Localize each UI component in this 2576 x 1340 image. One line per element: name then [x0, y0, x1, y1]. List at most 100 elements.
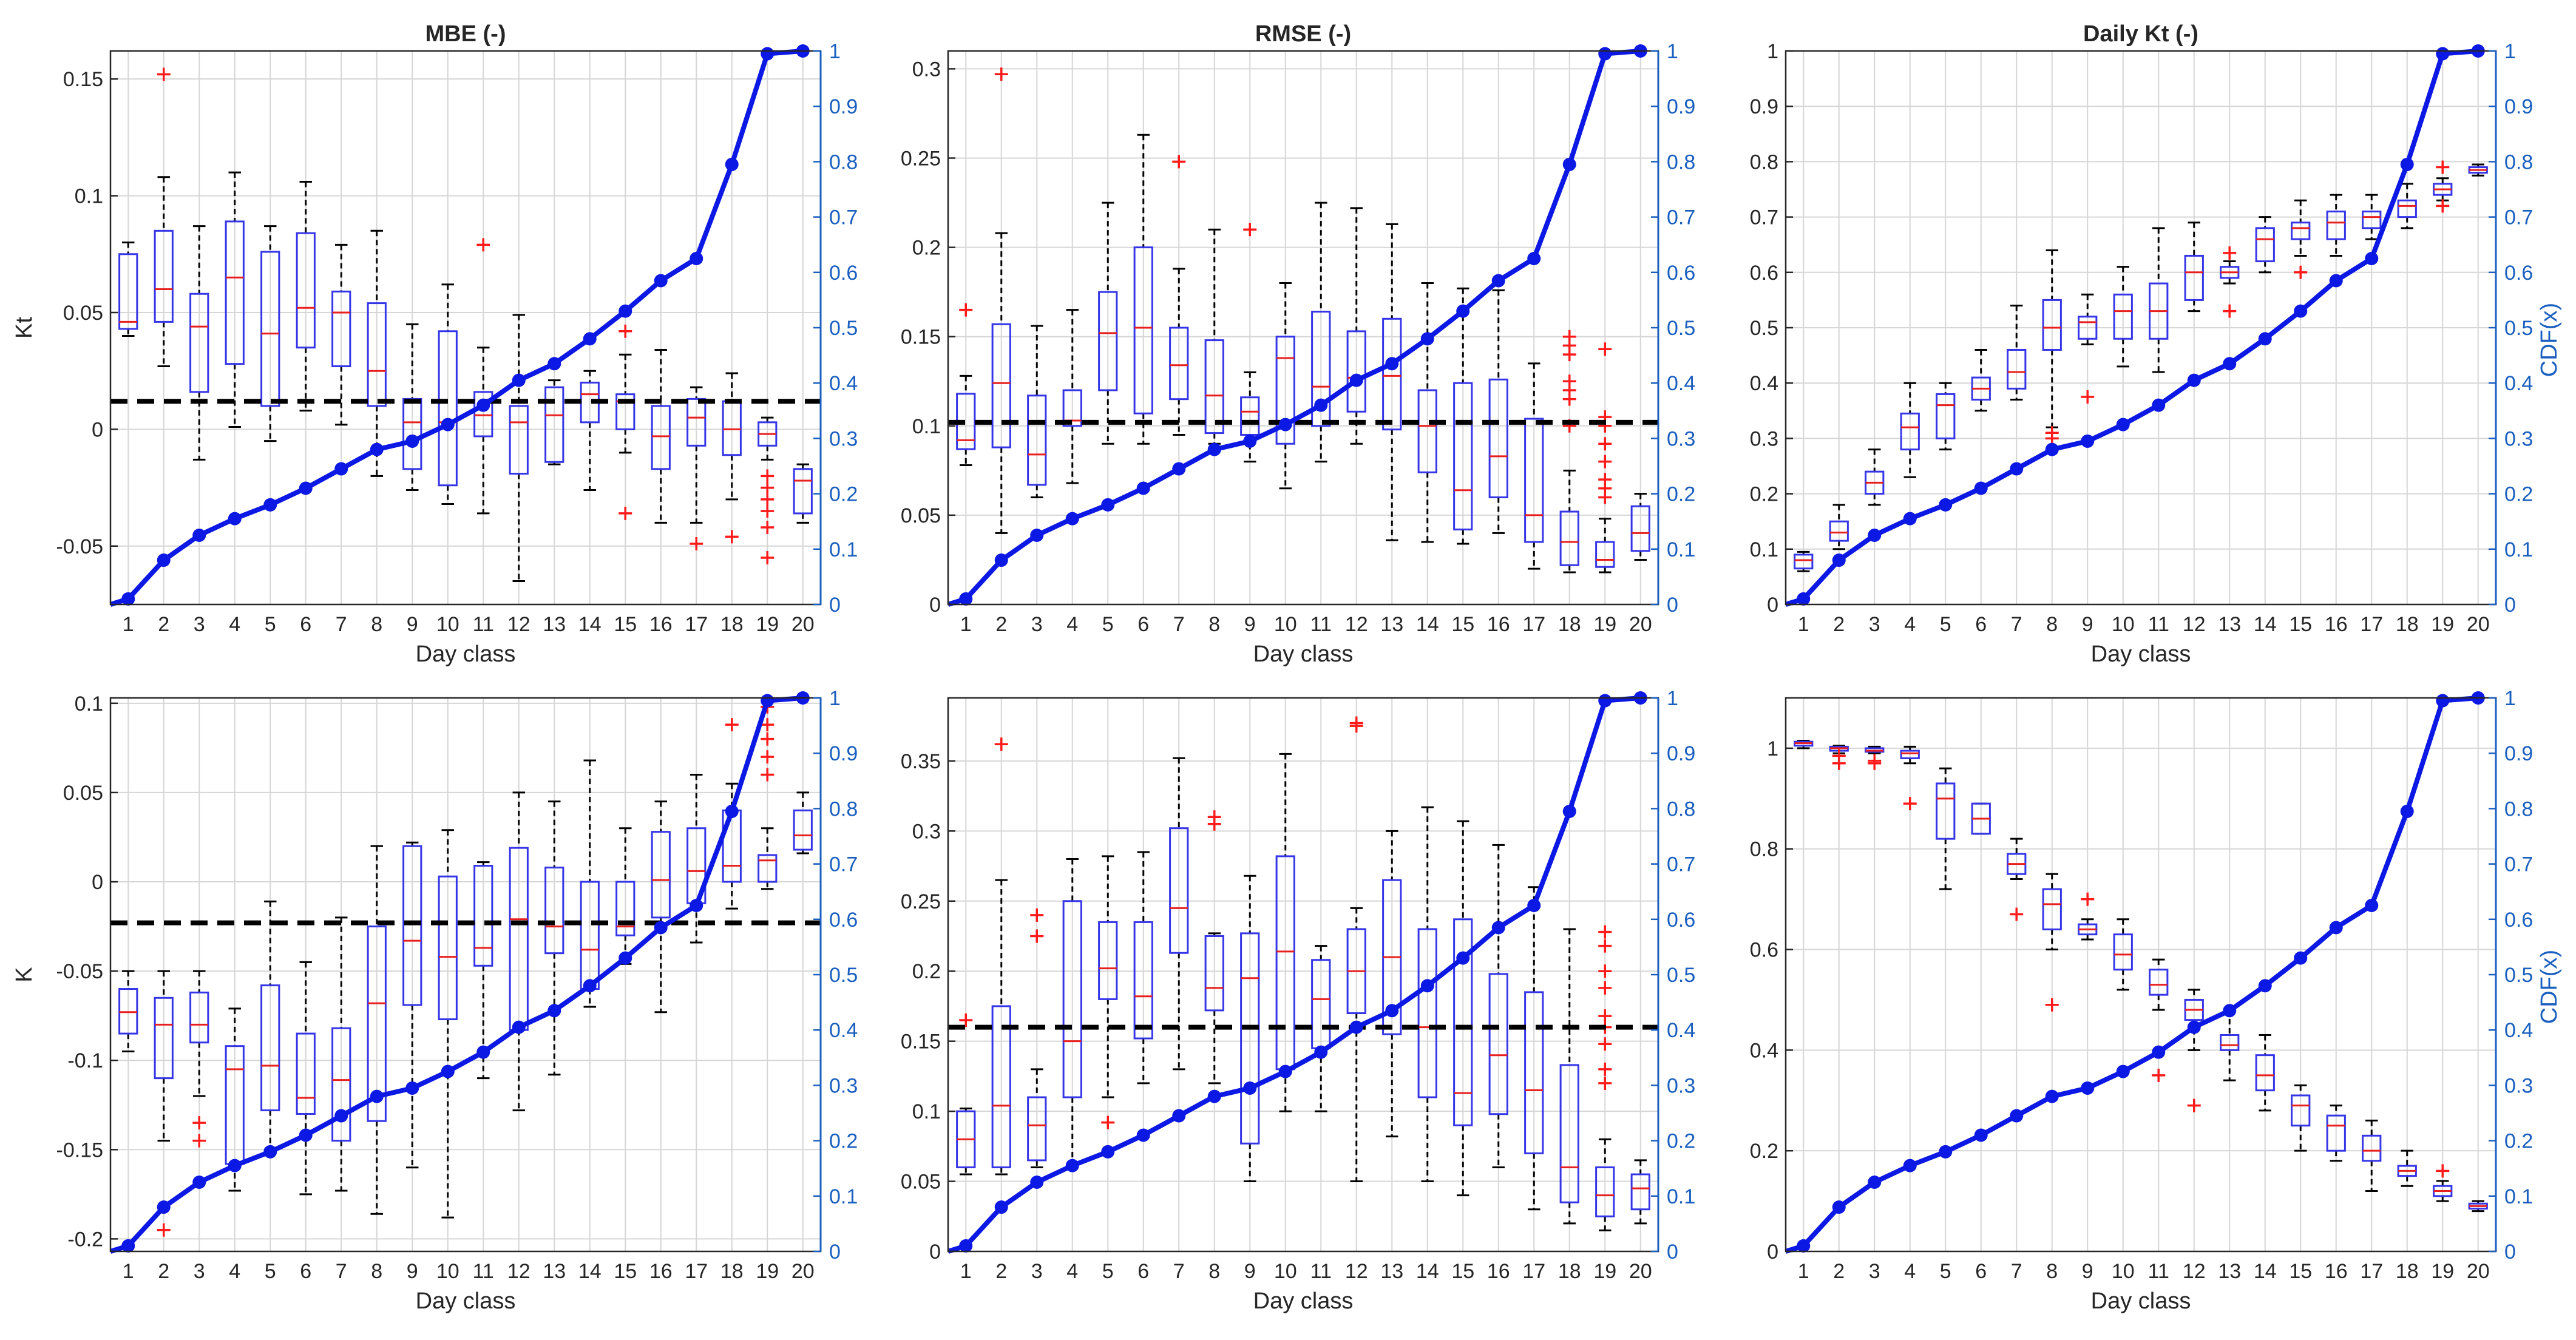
box — [1630, 505, 1650, 552]
y2-tick-label: 0.1 — [2504, 538, 2533, 561]
outlier-marker — [1030, 908, 1044, 922]
box — [402, 845, 422, 1006]
y2-tick-label: 0.8 — [2504, 151, 2533, 174]
box — [1595, 541, 1615, 568]
x-tick-label: 1 — [123, 613, 134, 636]
cdf-point — [1491, 274, 1505, 288]
y-tick-label: 0.7 — [1750, 206, 1778, 229]
outlier-marker — [1598, 1009, 1612, 1023]
cdf-point — [2329, 274, 2343, 288]
outlier-marker — [994, 67, 1008, 81]
x-tick-label: 4 — [1066, 1260, 1078, 1283]
box — [991, 1005, 1011, 1168]
cdf-point — [994, 553, 1008, 567]
box — [509, 405, 529, 475]
box — [544, 386, 564, 463]
cdf-point — [690, 252, 703, 265]
y2-tick-label: 0.2 — [1667, 483, 1695, 506]
cdf-point — [1172, 462, 1186, 476]
cdf-point — [334, 1109, 348, 1123]
box — [331, 290, 351, 367]
chart-title: MBE (-) — [425, 21, 506, 47]
outlier-marker — [1598, 1062, 1612, 1076]
x-tick-label: 7 — [336, 613, 347, 636]
outlier-marker — [1030, 929, 1044, 943]
y2-tick-label: 0.8 — [829, 797, 858, 821]
x-tick-label: 2 — [995, 613, 1007, 636]
outlier-marker — [1349, 719, 1363, 733]
x-tick-label: 15 — [1451, 613, 1474, 636]
y2-tick-label: 0.1 — [829, 538, 858, 561]
y-tick-label: -0.1 — [67, 1049, 103, 1072]
cdf-point — [1385, 1004, 1399, 1018]
outlier-marker — [2223, 246, 2237, 260]
x-tick-label: 4 — [229, 1260, 240, 1283]
x-tick-label: 20 — [2467, 613, 2490, 636]
cdf-point — [2152, 1045, 2166, 1059]
y2-tick-label: 0.4 — [829, 1019, 858, 1042]
plot-frame — [947, 50, 1659, 606]
cdf-point — [228, 1159, 242, 1172]
cdf-point — [1278, 418, 1292, 431]
box — [1133, 246, 1153, 415]
x-tick-label: 13 — [2218, 1260, 2241, 1283]
chart-panel-6: 00.20.40.60.8100.10.20.30.40.50.60.70.80… — [1750, 687, 2562, 1314]
box — [1240, 932, 1260, 1145]
x-tick-label: 1 — [123, 1260, 134, 1283]
y2-tick-label: 0.9 — [1667, 742, 1695, 765]
y2-tick-label: 0.2 — [829, 1130, 858, 1153]
outlier-marker — [761, 469, 774, 483]
x-tick-label: 12 — [2183, 613, 2206, 636]
cdf-point — [1101, 1145, 1115, 1159]
y-tick-label: 0.15 — [63, 68, 103, 91]
outlier-marker — [761, 732, 774, 746]
y2-tick-label: 0.1 — [1667, 538, 1695, 561]
outlier-marker — [2045, 998, 2059, 1012]
y-tick-label: 0.05 — [63, 782, 103, 805]
cdf-point — [1527, 899, 1541, 912]
x-tick-label: 12 — [1345, 1260, 1368, 1283]
box — [1169, 827, 1189, 954]
cdf-point — [2294, 951, 2308, 965]
outlier-marker — [1598, 455, 1612, 469]
x-tick-label: 20 — [1629, 613, 1652, 636]
box — [1488, 378, 1508, 498]
y2-tick-label: 0 — [2504, 594, 2516, 617]
outlier-marker — [192, 1134, 206, 1148]
cdf-point — [1314, 398, 1328, 412]
x-tick-label: 4 — [229, 613, 240, 636]
cdf-point — [2400, 157, 2414, 171]
x-tick-label: 11 — [1310, 613, 1332, 636]
chart-panel-1: -0.05 0 0.05 0.1 0.15 0 0.1 0.2 0.3 0.4 0.5 0.6 0.7 0… — [12, 21, 858, 667]
cdf-point — [1314, 1045, 1328, 1059]
box — [296, 232, 316, 349]
x-tick-label: 13 — [2218, 613, 2241, 636]
cdf-point — [1456, 951, 1470, 965]
cdf-point — [1562, 804, 1576, 818]
x-tick-label: 7 — [1173, 613, 1185, 636]
box — [615, 393, 636, 430]
x-tick-label: 10 — [2112, 1260, 2135, 1283]
cdf-point — [2187, 373, 2201, 387]
cdf-point — [263, 1145, 277, 1159]
x-tick-label: 3 — [1869, 613, 1880, 636]
outlier-marker — [761, 481, 774, 495]
x-tick-label: 1 — [960, 1260, 972, 1283]
cdf-point — [1491, 921, 1505, 935]
y2-tick-label: 0.7 — [829, 206, 858, 229]
y-tick-label: 0.05 — [63, 302, 103, 325]
x-tick-label: 7 — [1173, 1260, 1185, 1283]
outlier-marker — [2081, 892, 2095, 906]
x-tick-label: 9 — [407, 613, 418, 636]
outlier-marker — [1207, 817, 1221, 831]
plot-frame — [109, 697, 822, 1253]
chart-panel-2: 0 0.05 0.1 0.15 0.2 0.25 0.3 0 0.1 0.2 0.3 0.4 0.5 0.… — [901, 21, 1695, 667]
cdf-point — [2116, 1064, 2130, 1078]
cdf-point — [2294, 304, 2308, 318]
x-tick-label: 2 — [158, 1260, 169, 1283]
box — [1488, 973, 1508, 1115]
cdf-point — [547, 1004, 561, 1018]
x-tick-label: 2 — [158, 613, 169, 636]
cdf-point — [690, 899, 703, 912]
